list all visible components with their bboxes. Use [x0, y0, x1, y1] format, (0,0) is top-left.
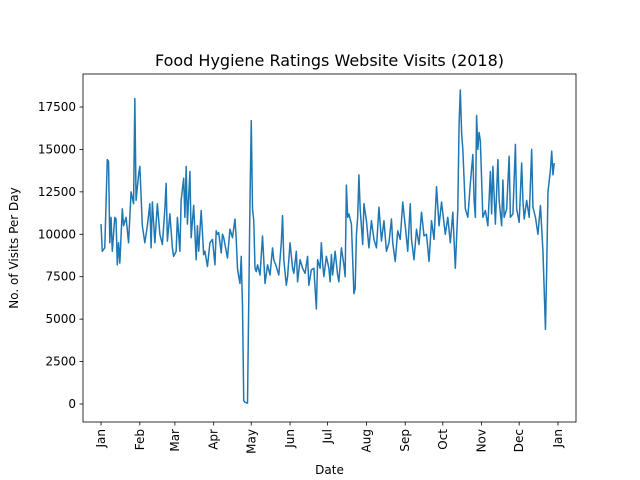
x-tick-label: Apr [207, 429, 221, 450]
x-tick-label: May [244, 429, 258, 454]
x-tick-label: Dec [512, 429, 526, 452]
x-tick-label: Oct [436, 429, 450, 450]
chart-title: Food Hygiene Ratings Website Visits (201… [155, 51, 504, 70]
x-tick-label: Aug [359, 429, 373, 452]
y-axis-label: No. of Visits Per Day [7, 187, 21, 308]
x-tick-label: Nov [475, 429, 489, 452]
plot-frame [82, 73, 577, 423]
data-line [100, 89, 555, 404]
y-tick-label: 12500 [38, 185, 76, 199]
y-tick-label: 0 [68, 397, 76, 411]
x-tick-label: Sep [398, 429, 412, 452]
y-tick-label: 5000 [45, 312, 76, 326]
x-tick-label: Jan [94, 429, 108, 449]
y-tick-label: 2500 [45, 355, 76, 369]
x-tick-label: Jan [551, 429, 565, 449]
x-tick-label: Jul [321, 429, 335, 444]
y-tick-label: 10000 [38, 227, 76, 241]
x-tick-label: Jun [283, 429, 297, 449]
x-axis-label: Date [315, 463, 344, 477]
y-tick-label: 15000 [38, 142, 76, 156]
x-tick-label: Mar [168, 429, 182, 452]
y-tick-label: 7500 [45, 270, 76, 284]
x-tick-label: Feb [133, 429, 147, 450]
y-tick-label: 17500 [38, 100, 76, 114]
